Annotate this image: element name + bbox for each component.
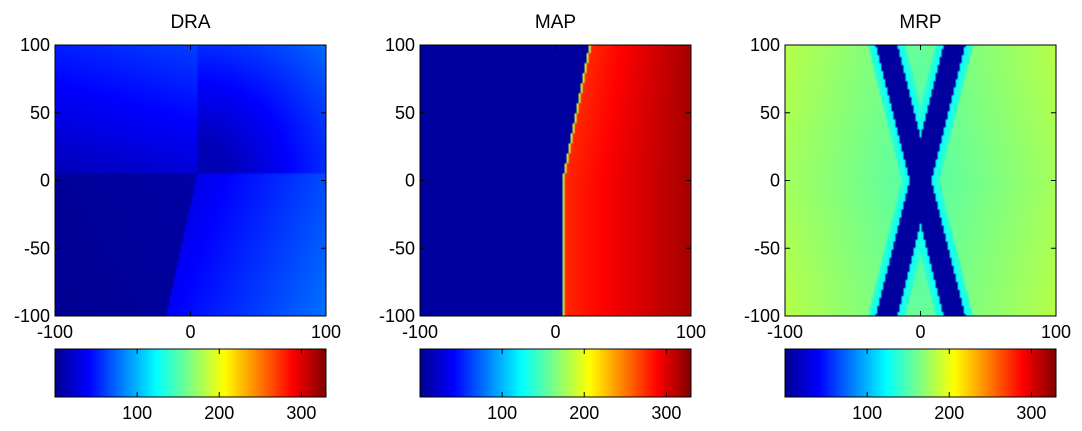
x-tick-label: 0 bbox=[185, 322, 195, 342]
subplot-title: MRP bbox=[899, 12, 941, 33]
x-tick-label: 0 bbox=[550, 322, 560, 342]
colorbar-tick-label: 300 bbox=[1016, 403, 1046, 423]
y-tick-label: 50 bbox=[760, 103, 780, 123]
y-tick-label: -50 bbox=[24, 238, 50, 258]
y-tick-label: 50 bbox=[395, 103, 415, 123]
subplot-map: MAP 100 50 0 -50 -100-100 0 100 100 200 300 bbox=[379, 12, 706, 423]
subplot-title: DRA bbox=[170, 12, 210, 33]
x-tick-label: -100 bbox=[402, 322, 438, 342]
x-tick-label: 100 bbox=[311, 322, 341, 342]
y-tick-label: 100 bbox=[385, 35, 415, 55]
x-tick-label: 100 bbox=[1041, 322, 1071, 342]
colorbar bbox=[419, 348, 692, 398]
x-tick-label: -100 bbox=[37, 322, 73, 342]
heatmap-image bbox=[420, 45, 691, 316]
y-tick-label: -100 bbox=[744, 306, 780, 326]
x-tick-label: 0 bbox=[915, 322, 925, 342]
colorbar-tick-label: 100 bbox=[852, 403, 882, 423]
y-tick-label: -100 bbox=[14, 306, 50, 326]
subplot-dra: DRA 100 50 0 -50 -100-100 0 100 100 200 300 bbox=[14, 12, 341, 423]
x-tick-label: 100 bbox=[676, 322, 706, 342]
colorbar bbox=[784, 348, 1057, 398]
heatmap-image bbox=[785, 45, 1056, 316]
y-tick-label: 100 bbox=[750, 35, 780, 55]
colorbar-tick-label: 200 bbox=[204, 403, 234, 423]
subplot-title: MAP bbox=[535, 12, 576, 33]
colorbar-tick-label: 300 bbox=[651, 403, 681, 423]
y-tick-label: -50 bbox=[389, 238, 415, 258]
subplot-mrp: MRP 100 50 0 -50 -100-100 0 100 100 200 300 bbox=[744, 12, 1071, 423]
y-tick-label: -50 bbox=[754, 238, 780, 258]
y-tick-label: 0 bbox=[405, 171, 415, 191]
y-tick-label: 0 bbox=[40, 171, 50, 191]
y-tick-label: 0 bbox=[770, 171, 780, 191]
heatmap-image bbox=[55, 45, 326, 316]
colorbar-tick-label: 200 bbox=[569, 403, 599, 423]
colorbar-tick-label: 100 bbox=[487, 403, 517, 423]
y-tick-label: 50 bbox=[30, 103, 50, 123]
colorbar-tick-label: 200 bbox=[934, 403, 964, 423]
colorbar-tick-label: 100 bbox=[122, 403, 152, 423]
colorbar bbox=[54, 348, 327, 398]
y-tick-label: -100 bbox=[379, 306, 415, 326]
x-tick-label: -100 bbox=[767, 322, 803, 342]
colorbar-tick-label: 300 bbox=[286, 403, 316, 423]
y-tick-label: 100 bbox=[20, 35, 50, 55]
